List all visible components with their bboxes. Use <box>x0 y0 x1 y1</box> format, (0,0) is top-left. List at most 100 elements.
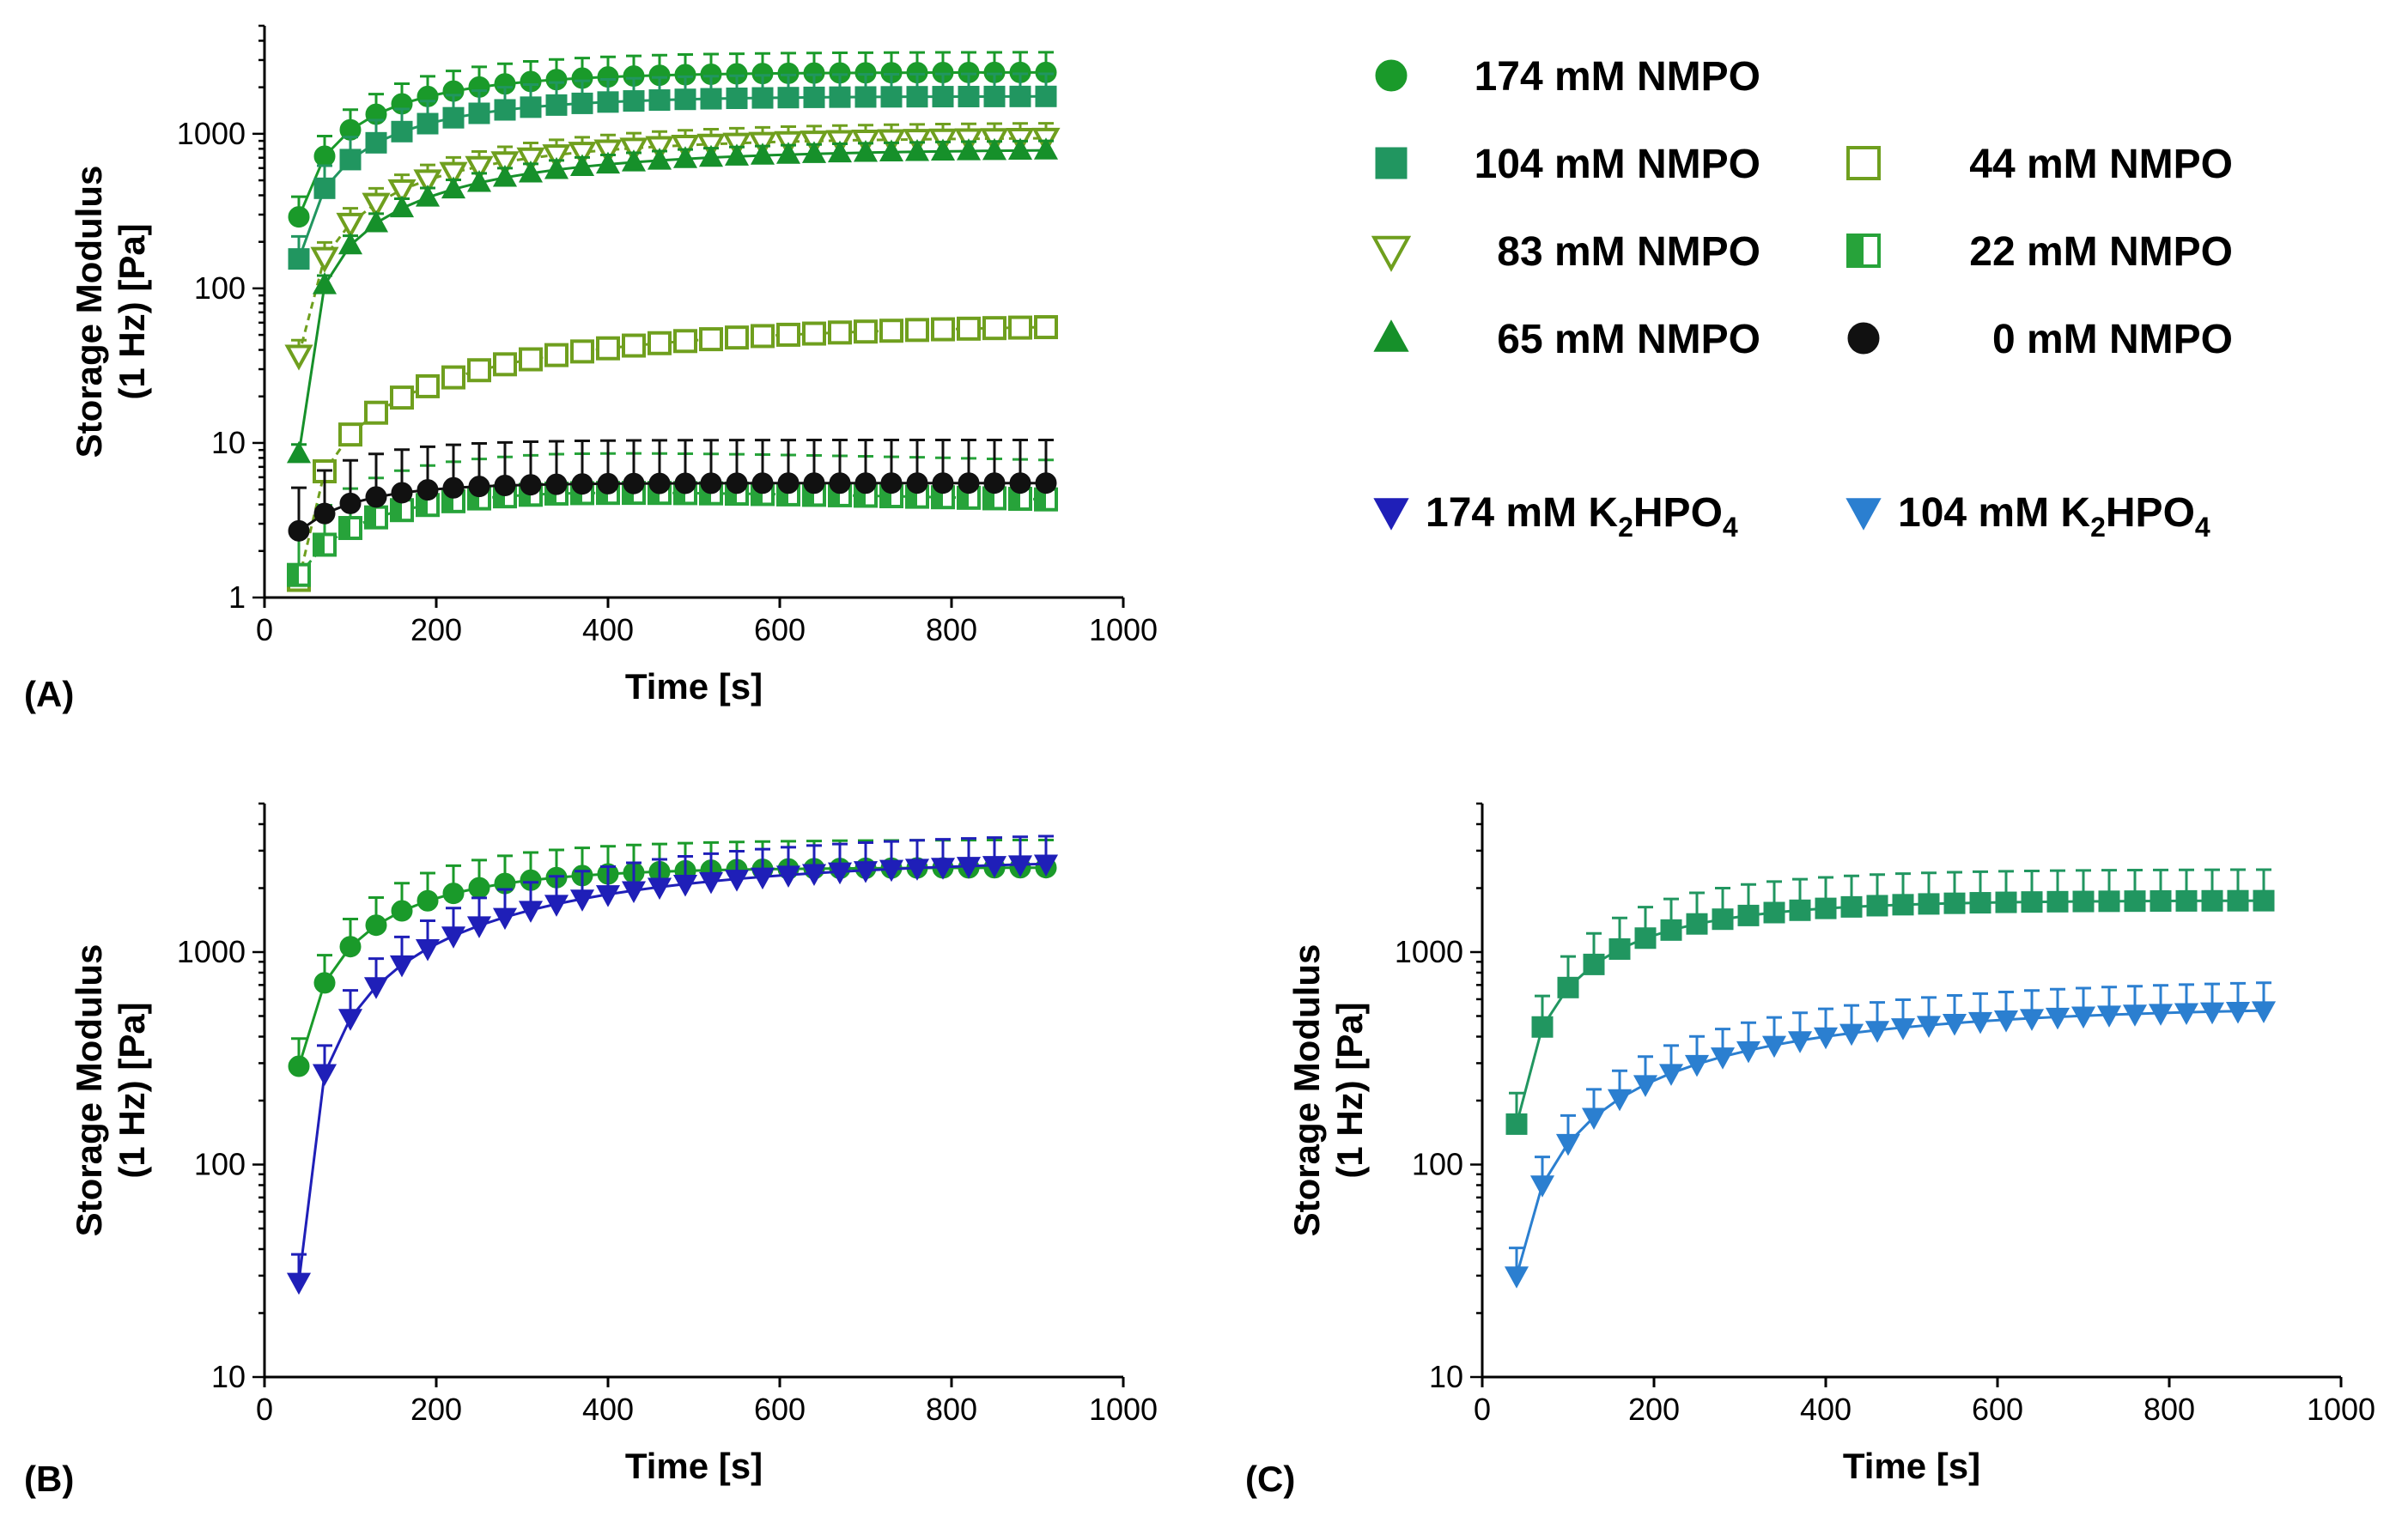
legend-marker-65-mm-nmpo <box>1373 319 1409 352</box>
a-data-point <box>854 86 877 108</box>
a-data-point <box>597 472 619 494</box>
a-x-tick-label: 0 <box>256 612 273 647</box>
legend-label: 104 mM K2HPO4 <box>1898 490 2210 543</box>
a-data-point <box>623 472 645 494</box>
legend-marker-0-mm-nmpo <box>1847 322 1880 355</box>
a-data-point <box>413 169 442 196</box>
a-data-point <box>983 85 1006 107</box>
b-data-point <box>442 883 465 905</box>
a-data-point <box>387 179 417 205</box>
legend-label: 44 mM NMPO <box>1969 142 2233 187</box>
c-data-point <box>2021 891 2043 913</box>
a-data-point <box>364 400 388 425</box>
b-x-tick-label: 0 <box>256 1392 273 1427</box>
chart-panel-a: 0 200 400 600 800 1000 1 10 100 1000 Time [s] Stora… <box>69 24 1158 707</box>
c-data-point <box>1916 1016 1942 1038</box>
legend-label: 104 mM NMPO <box>1475 142 1760 187</box>
c-data-point <box>2019 1009 2045 1031</box>
c-data-point <box>2201 889 2223 912</box>
a-series-0-mm-nmpo <box>288 439 1057 542</box>
a-y-axis-label-line2: (1 Hz) [Pa] <box>112 223 152 399</box>
a-data-point <box>493 352 517 377</box>
a-data-point <box>1009 85 1031 107</box>
a-data-point <box>339 492 362 514</box>
b-x-tick-label: 800 <box>926 1392 977 1427</box>
b-data-point <box>647 877 672 901</box>
a-series-104-mm-nmpo <box>288 72 1057 270</box>
a-data-point <box>1008 315 1032 340</box>
c-data-point <box>1918 893 1940 915</box>
a-data-point <box>313 502 336 525</box>
a-data-point <box>568 142 597 168</box>
a-data-point <box>673 329 697 354</box>
a-data-point <box>700 88 722 110</box>
c-data-point <box>1761 1035 1787 1059</box>
a-data-point <box>312 272 337 294</box>
a-data-point <box>597 91 619 113</box>
a-data-point <box>622 333 646 358</box>
a-data-point <box>441 176 466 199</box>
a-data-point <box>415 185 441 207</box>
a-data-point <box>854 319 878 344</box>
c-series-104-mm-k2hpo4 <box>1504 981 2277 1289</box>
c-x-tick-label: 1000 <box>2307 1392 2375 1427</box>
legend-item-174-mm-nmpo: 174 mM NMPO <box>1375 54 1760 100</box>
c-data-point <box>1633 1075 1658 1097</box>
a-data-point <box>417 479 439 501</box>
c-data-point <box>1942 1014 1967 1036</box>
b-data-point <box>672 875 698 897</box>
c-data-point <box>1789 899 1811 921</box>
a-data-point <box>982 137 1007 161</box>
b-data-point <box>750 867 775 890</box>
legend-item-22-mm-nmpo: 22 mM NMPO <box>1846 229 2233 275</box>
c-data-point <box>1529 1175 1555 1198</box>
a-data-point <box>516 147 545 173</box>
c-data-point <box>1993 1010 2019 1033</box>
c-data-point <box>1892 894 1914 916</box>
a-data-point <box>468 476 490 498</box>
a-data-point <box>337 232 363 255</box>
b-data-point <box>466 916 492 938</box>
a-data-point <box>441 365 465 390</box>
a-data-point <box>390 385 414 410</box>
a-data-point <box>751 324 775 349</box>
a-data-point <box>672 146 698 168</box>
c-data-point <box>1969 892 1991 914</box>
legend-item-44-mm-nmpo: 44 mM NMPO <box>1846 142 2233 187</box>
legend-marker-83-mm-nmpo <box>1371 235 1412 272</box>
b-y-tick-label: 10 <box>211 1359 246 1394</box>
c-data-point <box>2227 889 2249 912</box>
b-series-line <box>297 866 1047 1067</box>
a-data-point <box>570 339 594 364</box>
a-data-point <box>336 212 365 239</box>
c-x-tick-label: 600 <box>1972 1392 2023 1427</box>
c-y-axis-label-line2: (1 Hz) [Pa] <box>1329 1002 1370 1178</box>
a-data-point <box>466 170 492 192</box>
legend-item-83-mm-nmpo: 83 mM NMPO <box>1371 229 1760 275</box>
a-data-point <box>827 140 853 163</box>
a-data-point <box>544 343 569 367</box>
a-x-tick-label: 600 <box>754 612 806 647</box>
b-data-point <box>595 885 621 907</box>
panel-label-a: (A) <box>24 674 74 714</box>
legend-item-104-mm-nmpo: 104 mM NMPO <box>1375 142 1760 187</box>
a-series-44-mm-nmpo <box>287 315 1058 592</box>
a-data-point <box>751 472 774 494</box>
c-x-axis-label: Time [s] <box>1843 1446 1980 1486</box>
b-data-point <box>441 926 466 949</box>
c-data-point <box>1839 1023 1864 1047</box>
a-data-point <box>957 316 981 341</box>
a-data-point <box>726 88 748 110</box>
c-data-point <box>2046 890 2069 913</box>
b-data-point <box>698 871 724 895</box>
legend-marker-salt <box>1373 498 1409 531</box>
b-y-tick-label: 100 <box>194 1146 246 1181</box>
a-data-point <box>339 149 362 171</box>
a-data-point <box>416 373 440 398</box>
c-data-point <box>1608 937 1631 960</box>
a-data-point <box>288 248 310 270</box>
a-data-point <box>699 327 723 352</box>
a-data-point <box>465 155 494 182</box>
a-x-tick-label: 400 <box>582 612 634 647</box>
